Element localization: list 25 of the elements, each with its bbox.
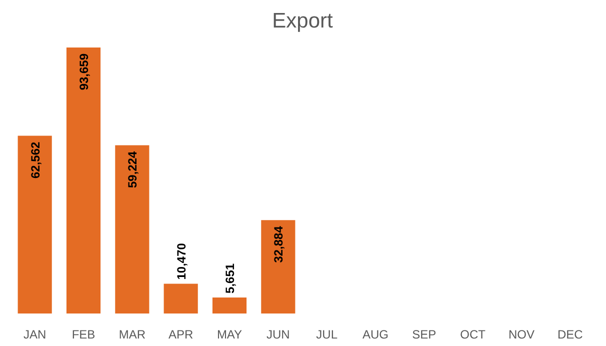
- x-tick-label: JAN: [24, 328, 46, 342]
- x-tick-label: SEP: [412, 328, 436, 342]
- x-tick-label: JUN: [266, 328, 290, 342]
- chart-title: Export: [272, 10, 334, 32]
- x-tick-label: FEB: [72, 328, 96, 342]
- bar: [18, 136, 52, 314]
- bar: [164, 284, 198, 314]
- data-label: 10,470: [174, 242, 188, 280]
- data-label: 62,562: [28, 141, 42, 179]
- bar: [261, 220, 296, 314]
- x-tick-label: DEC: [558, 328, 584, 342]
- x-tick-label: MAY: [216, 328, 242, 342]
- x-tick-label: OCT: [460, 328, 486, 342]
- data-label: 93,659: [77, 53, 91, 90]
- data-label: 5,651: [223, 263, 237, 294]
- x-tick-label: MAR: [118, 328, 146, 342]
- bar: [66, 47, 101, 314]
- bar: [115, 145, 150, 314]
- x-tick-label: JUL: [316, 328, 338, 342]
- x-tick-label: AUG: [362, 328, 389, 342]
- x-tick-label: NOV: [508, 328, 535, 342]
- bar: [212, 297, 247, 314]
- data-label: 32,884: [272, 226, 286, 263]
- data-label: 59,224: [126, 150, 140, 188]
- x-tick-label: APR: [168, 328, 194, 342]
